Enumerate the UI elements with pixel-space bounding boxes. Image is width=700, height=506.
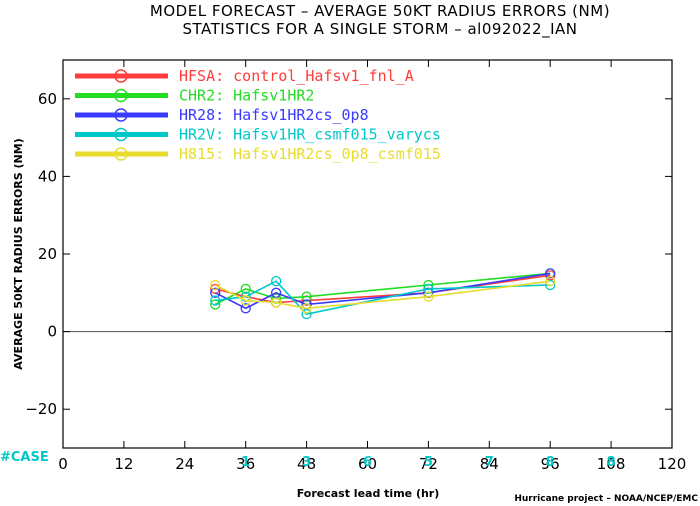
data-point bbox=[545, 276, 556, 287]
data-point bbox=[301, 291, 312, 302]
case-count: 7 bbox=[485, 455, 494, 470]
y-tick-label: 20 bbox=[38, 245, 57, 263]
data-point bbox=[240, 303, 251, 314]
x-tick-label: 0 bbox=[58, 455, 68, 473]
case-count: 8 bbox=[546, 455, 555, 470]
legend-series-desc: Hafsv1HR2cs_0p8_csmf015 bbox=[233, 145, 441, 163]
y-axis-ticks: −20 0 20 40 60 bbox=[25, 90, 672, 418]
legend-series-name: CHR2: bbox=[179, 87, 224, 105]
data-point bbox=[545, 268, 556, 279]
x-tick-label: 48 bbox=[297, 455, 316, 473]
legend-series-name: HR28: bbox=[179, 106, 224, 124]
data-point bbox=[423, 291, 434, 302]
legend-series-name: HR2V: bbox=[179, 126, 224, 144]
credit-text: Hurricane project – NOAA/NCEP/EMC bbox=[514, 494, 698, 504]
x-axis-ticks: 0 12 24 36 48 60 72 84 96 108 120 bbox=[58, 60, 686, 473]
legend-item-hr2v: HR2V: Hafsv1HR_csmf015_varycs bbox=[75, 126, 441, 144]
legend-item-hfsa: HFSA: control_Hafsv1_fnl_A bbox=[75, 67, 414, 85]
x-tick-label: 60 bbox=[358, 455, 377, 473]
case-count: 3 bbox=[302, 455, 311, 470]
data-point bbox=[210, 295, 221, 306]
legend-series-name: HFSA: bbox=[179, 67, 224, 85]
legend-item-chr2: CHR2: Hafsv1HR2 bbox=[75, 87, 314, 105]
legend-series-desc: Hafsv1HR2cs_0p8 bbox=[233, 106, 368, 124]
chart-subtitle: STATISTICS FOR A SINGLE STORM – al092022… bbox=[182, 20, 577, 39]
x-tick-label: 24 bbox=[175, 455, 194, 473]
data-point bbox=[423, 283, 434, 295]
data-point bbox=[270, 276, 282, 287]
legend-series-desc: Hafsv1HR2 bbox=[233, 87, 314, 105]
data-point bbox=[301, 303, 312, 314]
legend-marker bbox=[114, 108, 128, 122]
legend-label: HFSA: control_Hafsv1_fnl_A bbox=[179, 67, 414, 85]
legend-item-hr28: HR28: Hafsv1HR2cs_0p8 bbox=[75, 106, 369, 124]
data-point bbox=[240, 295, 251, 306]
case-count: 5 bbox=[424, 455, 433, 470]
x-tick-label: 12 bbox=[114, 455, 133, 473]
series-hr28 bbox=[210, 268, 556, 314]
y-tick-label: 40 bbox=[38, 167, 57, 185]
data-point bbox=[240, 283, 251, 295]
series-line bbox=[214, 280, 551, 310]
series-hr2v bbox=[210, 276, 556, 320]
data-point bbox=[210, 279, 221, 291]
case-counts: 1 3 6 5 7 8 8 bbox=[241, 455, 615, 470]
chart-title: MODEL FORECAST – AVERAGE 50KT RADIUS ERR… bbox=[150, 2, 610, 20]
data-point bbox=[210, 287, 221, 298]
legend-series-desc: control_Hafsv1_fnl_A bbox=[233, 67, 414, 85]
legend-marker bbox=[114, 88, 128, 103]
legend-marker bbox=[114, 147, 128, 161]
x-tick-label: 72 bbox=[419, 455, 438, 473]
legend-series-name: H815: bbox=[179, 145, 224, 163]
data-point bbox=[270, 297, 282, 308]
x-tick-label: 108 bbox=[597, 455, 626, 473]
series-h815 bbox=[210, 276, 556, 314]
y-tick-label: 60 bbox=[38, 90, 57, 108]
case-count: 1 bbox=[241, 455, 250, 470]
data-point bbox=[301, 308, 312, 320]
case-count: 8 bbox=[607, 455, 616, 470]
x-tick-label: 36 bbox=[236, 455, 255, 473]
case-label: #CASE bbox=[0, 450, 49, 465]
x-tick-label: 84 bbox=[480, 455, 499, 473]
legend-marker bbox=[114, 127, 128, 142]
x-axis-label: Forecast lead time (hr) bbox=[297, 487, 440, 500]
y-tick-label: 0 bbox=[47, 323, 57, 341]
legend-label: H815: Hafsv1HR2cs_0p8_csmf015 bbox=[179, 145, 441, 163]
data-point bbox=[545, 279, 556, 291]
legend-label: HR2V: Hafsv1HR_csmf015_varycs bbox=[179, 126, 441, 144]
x-tick-label: 96 bbox=[541, 455, 560, 473]
series-layer bbox=[210, 268, 556, 320]
case-count: 6 bbox=[363, 455, 372, 470]
legend-series-desc: Hafsv1HR_csmf015_varycs bbox=[233, 126, 441, 144]
legend-label: HR28: Hafsv1HR2cs_0p8 bbox=[179, 106, 369, 124]
x-tick-label: 120 bbox=[658, 455, 687, 473]
y-tick-label: −20 bbox=[25, 400, 57, 418]
legend-item-h815: H815: Hafsv1HR2cs_0p8_csmf015 bbox=[75, 145, 441, 163]
data-point bbox=[270, 287, 282, 298]
legend-marker bbox=[114, 69, 128, 83]
legend-label: CHR2: Hafsv1HR2 bbox=[179, 87, 314, 105]
y-axis-label: AVERAGE 50KT RADIUS ERRORS (NM) bbox=[12, 138, 25, 369]
